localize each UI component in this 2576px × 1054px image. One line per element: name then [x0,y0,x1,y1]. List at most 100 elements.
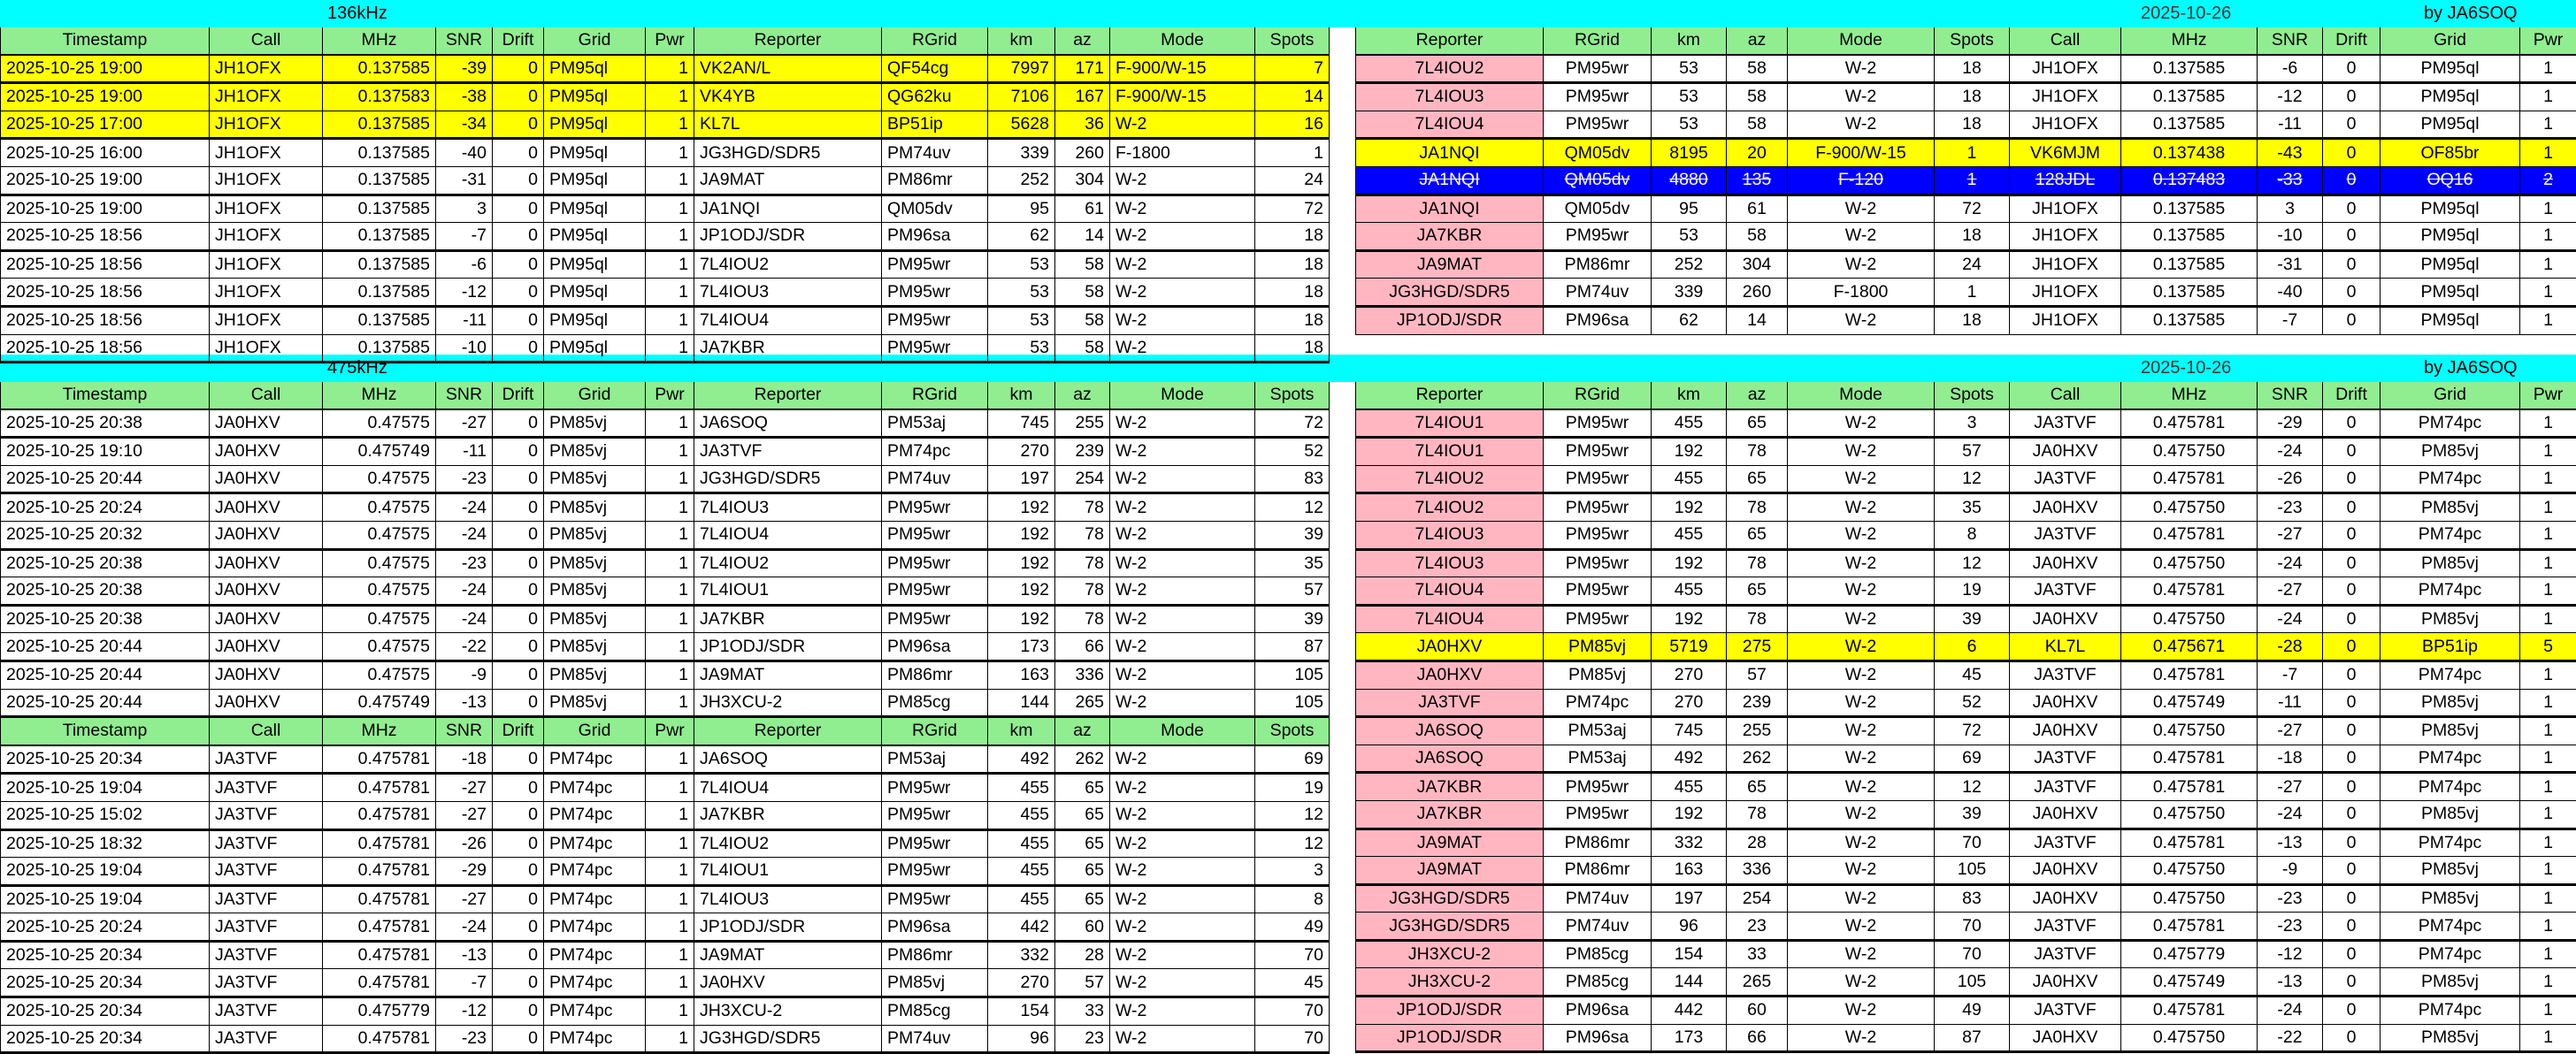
column-header-mhz[interactable]: MHz [2121,27,2258,55]
column-header-mode[interactable]: Mode [1788,27,1935,55]
column-header-mode[interactable]: Mode [1788,382,1935,409]
column-header-mhz[interactable]: MHz [323,717,436,745]
column-header-reporter[interactable]: Reporter [694,382,882,409]
column-header-grid[interactable]: Grid [2380,27,2520,55]
column-header-mode[interactable]: Mode [1110,382,1255,409]
column-header-az[interactable]: az [1055,717,1110,745]
column-header-snr[interactable]: SNR [436,27,493,55]
column-header-rgrid[interactable]: RGrid [1544,27,1652,55]
column-header-mhz[interactable]: MHz [2121,382,2258,409]
column-header-timestamp[interactable]: Timestamp [1,27,210,55]
column-header-grid[interactable]: Grid [544,27,646,55]
column-header-call[interactable]: Call [210,27,323,55]
column-header-rgrid[interactable]: RGrid [882,27,988,55]
column-header-spots[interactable]: Spots [1935,382,2010,409]
column-header-az[interactable]: az [1727,27,1788,55]
column-header-km[interactable]: km [988,27,1055,55]
column-header-grid[interactable]: Grid [544,382,646,409]
column-header-km[interactable]: km [1652,27,1727,55]
column-header-az[interactable]: az [1055,27,1110,55]
column-header-az[interactable]: az [1055,382,1110,409]
column-header-grid[interactable]: Grid [544,717,646,745]
column-header-reporter[interactable]: Reporter [694,27,882,55]
column-header-drift[interactable]: Drift [493,27,544,55]
column-header-mode[interactable]: Mode [1110,27,1255,55]
column-header-pwr[interactable]: Pwr [2520,382,2576,409]
column-header-rgrid[interactable]: RGrid [882,717,988,745]
column-header-call[interactable]: Call [2010,27,2121,55]
column-header-pwr[interactable]: Pwr [646,27,694,55]
column-header-spots[interactable]: Spots [1255,27,1330,55]
column-header-km[interactable]: km [1652,382,1727,409]
column-header-km[interactable]: km [988,382,1055,409]
column-header-rgrid[interactable]: RGrid [1544,382,1652,409]
column-header-call[interactable]: Call [210,382,323,409]
column-header-snr[interactable]: SNR [436,382,493,409]
column-header-drift[interactable]: Drift [493,717,544,745]
column-header-drift[interactable]: Drift [2323,382,2380,409]
column-header-km[interactable]: km [988,717,1055,745]
column-header-reporter[interactable]: Reporter [694,717,882,745]
column-header-mode[interactable]: Mode [1110,717,1255,745]
column-header-drift[interactable]: Drift [493,382,544,409]
column-header-snr[interactable]: SNR [436,717,493,745]
column-header-spots[interactable]: Spots [1935,27,2010,55]
column-header-rgrid[interactable]: RGrid [882,382,988,409]
column-header-pwr[interactable]: Pwr [646,382,694,409]
column-header-mhz[interactable]: MHz [323,27,436,55]
column-header-snr[interactable]: SNR [2258,382,2323,409]
